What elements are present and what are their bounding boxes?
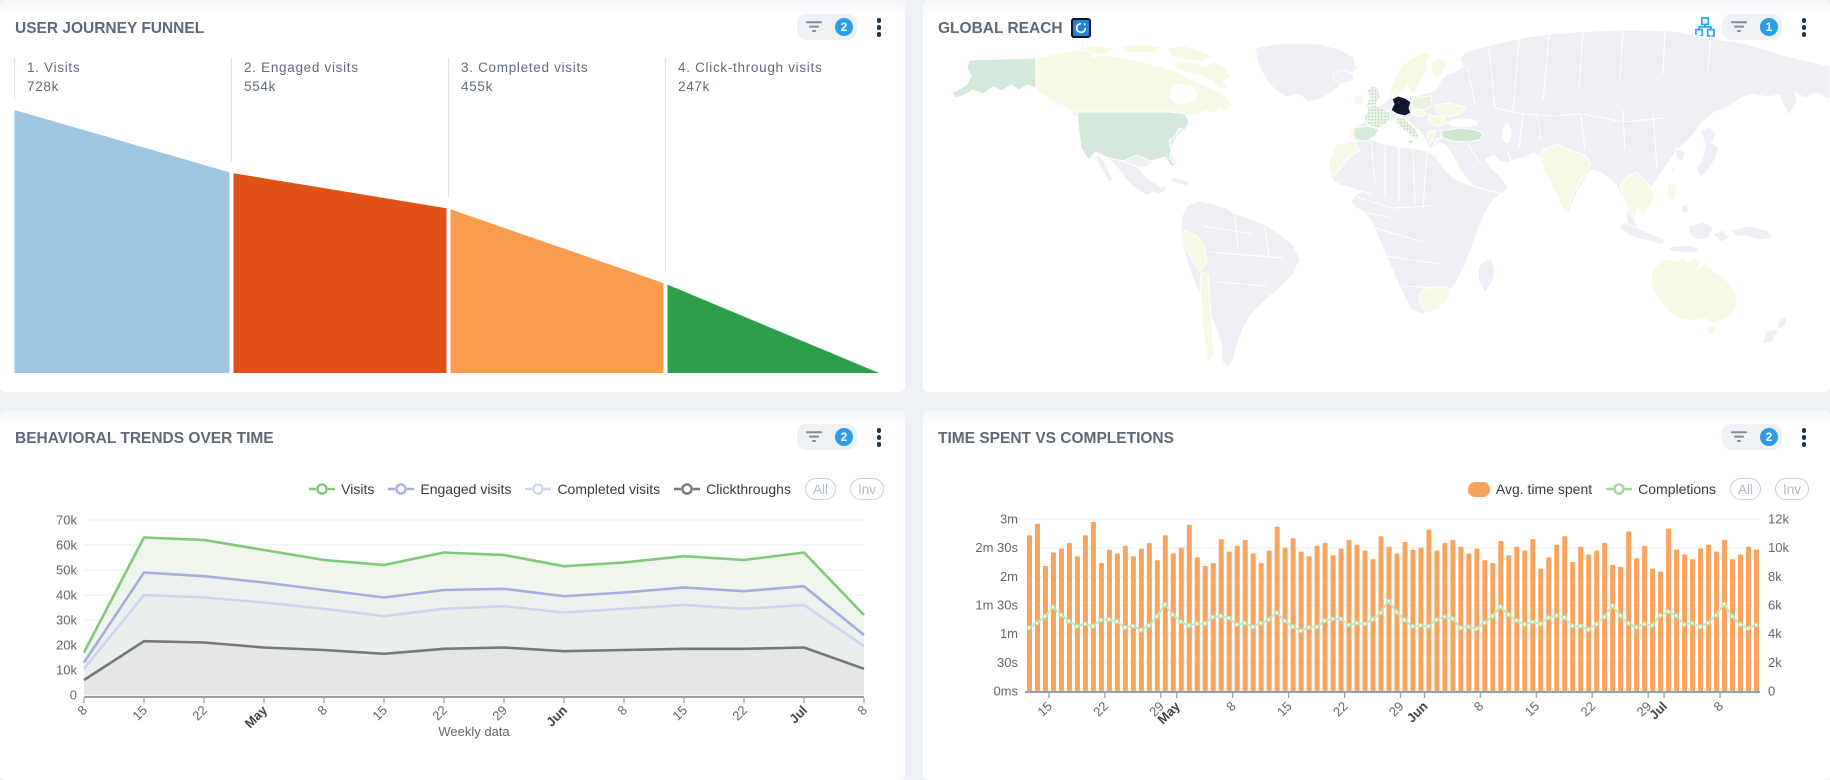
svg-text:2m 30s: 2m 30s bbox=[975, 540, 1018, 555]
svg-text:15: 15 bbox=[669, 703, 690, 724]
svg-text:22: 22 bbox=[189, 703, 210, 724]
svg-text:22: 22 bbox=[1330, 699, 1351, 720]
svg-text:40k: 40k bbox=[56, 588, 77, 603]
svg-text:728k: 728k bbox=[27, 79, 59, 94]
svg-text:6k: 6k bbox=[1768, 598, 1782, 613]
svg-text:4k: 4k bbox=[1768, 626, 1782, 641]
svg-text:Weekly data: Weekly data bbox=[438, 724, 510, 739]
svg-text:8: 8 bbox=[1471, 699, 1487, 715]
svg-text:8: 8 bbox=[614, 703, 630, 719]
svg-text:8: 8 bbox=[854, 703, 870, 719]
svg-text:15: 15 bbox=[369, 703, 390, 724]
svg-text:29: 29 bbox=[1386, 699, 1407, 720]
svg-text:554k: 554k bbox=[244, 79, 276, 94]
svg-text:455k: 455k bbox=[461, 79, 493, 94]
svg-text:22: 22 bbox=[1090, 699, 1111, 720]
svg-text:22: 22 bbox=[1577, 699, 1598, 720]
svg-text:8: 8 bbox=[74, 703, 90, 719]
svg-text:0: 0 bbox=[70, 688, 77, 703]
svg-text:2m: 2m bbox=[1000, 569, 1018, 584]
svg-text:12k: 12k bbox=[1768, 512, 1789, 527]
svg-text:10k: 10k bbox=[56, 663, 77, 678]
svg-text:29: 29 bbox=[489, 703, 510, 724]
svg-text:50k: 50k bbox=[56, 563, 77, 578]
svg-text:1. Visits: 1. Visits bbox=[27, 60, 80, 75]
svg-text:8: 8 bbox=[314, 703, 330, 719]
svg-text:60k: 60k bbox=[56, 538, 77, 553]
svg-text:Jun: Jun bbox=[543, 702, 570, 729]
svg-text:22: 22 bbox=[429, 703, 450, 724]
svg-text:10k: 10k bbox=[1768, 540, 1789, 555]
svg-text:30k: 30k bbox=[56, 613, 77, 628]
svg-text:3m: 3m bbox=[1000, 512, 1018, 527]
svg-text:Jul: Jul bbox=[1646, 699, 1670, 723]
svg-text:0: 0 bbox=[1768, 684, 1775, 699]
svg-text:15: 15 bbox=[1522, 699, 1543, 720]
svg-text:22: 22 bbox=[729, 703, 750, 724]
svg-text:Jul: Jul bbox=[786, 703, 810, 727]
svg-text:Jun: Jun bbox=[1404, 698, 1431, 725]
svg-text:4. Click-through visits: 4. Click-through visits bbox=[678, 60, 822, 75]
svg-text:70k: 70k bbox=[56, 513, 77, 528]
svg-text:May: May bbox=[242, 702, 271, 731]
svg-text:30s: 30s bbox=[997, 655, 1018, 670]
svg-text:247k: 247k bbox=[678, 79, 710, 94]
svg-text:1m: 1m bbox=[1000, 626, 1018, 641]
svg-text:8k: 8k bbox=[1768, 569, 1782, 584]
svg-text:20k: 20k bbox=[56, 638, 77, 653]
svg-text:15: 15 bbox=[1274, 699, 1295, 720]
svg-text:1m 30s: 1m 30s bbox=[975, 598, 1018, 613]
svg-text:8: 8 bbox=[1223, 699, 1239, 715]
svg-text:2. Engaged visits: 2. Engaged visits bbox=[244, 60, 359, 75]
svg-text:2k: 2k bbox=[1768, 655, 1782, 670]
svg-text:15: 15 bbox=[1034, 699, 1055, 720]
svg-text:8: 8 bbox=[1710, 699, 1726, 715]
svg-text:15: 15 bbox=[129, 703, 150, 724]
svg-text:3. Completed visits: 3. Completed visits bbox=[461, 60, 588, 75]
svg-text:0ms: 0ms bbox=[993, 684, 1018, 699]
